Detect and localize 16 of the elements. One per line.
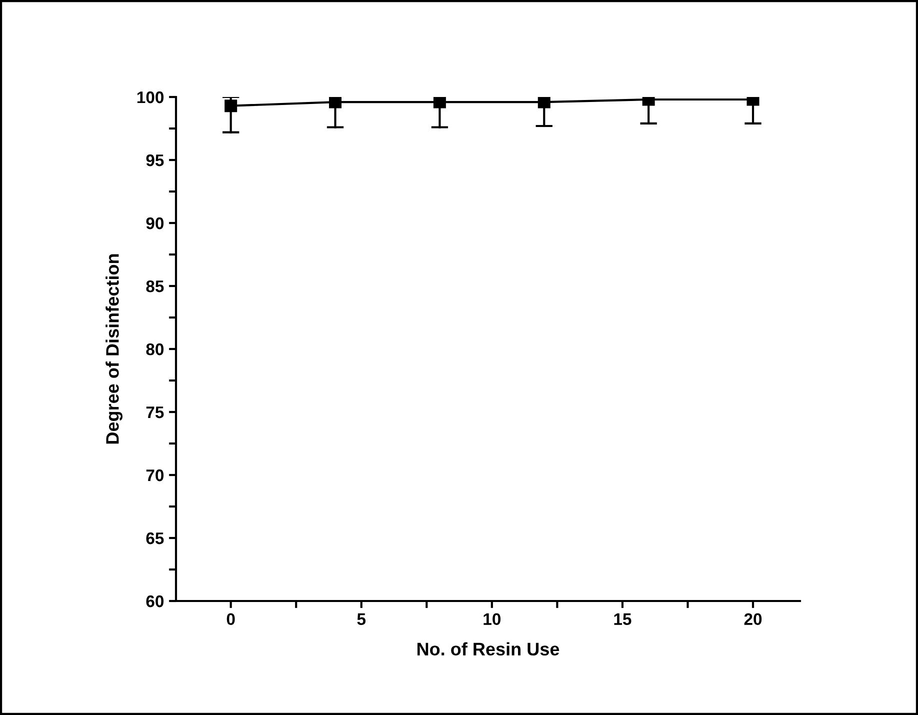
y-tick-label: 95 xyxy=(146,154,164,166)
y-tick-label: 90 xyxy=(146,217,164,230)
y-tick-label: 85 xyxy=(146,280,164,292)
x-tick-label: 5 xyxy=(357,613,366,626)
y-tick-label: 70 xyxy=(146,469,164,482)
y-tick-label: 65 xyxy=(146,532,164,544)
x-tick-label: 20 xyxy=(744,613,762,626)
y-tick-label: 100 xyxy=(137,91,164,104)
x-tick-label: 0 xyxy=(226,613,235,626)
x-axis-title: No. of Resin Use xyxy=(417,642,560,656)
y-tick-label: 60 xyxy=(146,595,164,608)
y-axis-title: Degree of Disinfection xyxy=(106,254,122,444)
y-tick-label: 75 xyxy=(146,406,164,418)
y-tick-label: 80 xyxy=(146,343,164,356)
x-tick-label: 15 xyxy=(614,613,632,626)
x-tick-label: 10 xyxy=(484,613,501,626)
